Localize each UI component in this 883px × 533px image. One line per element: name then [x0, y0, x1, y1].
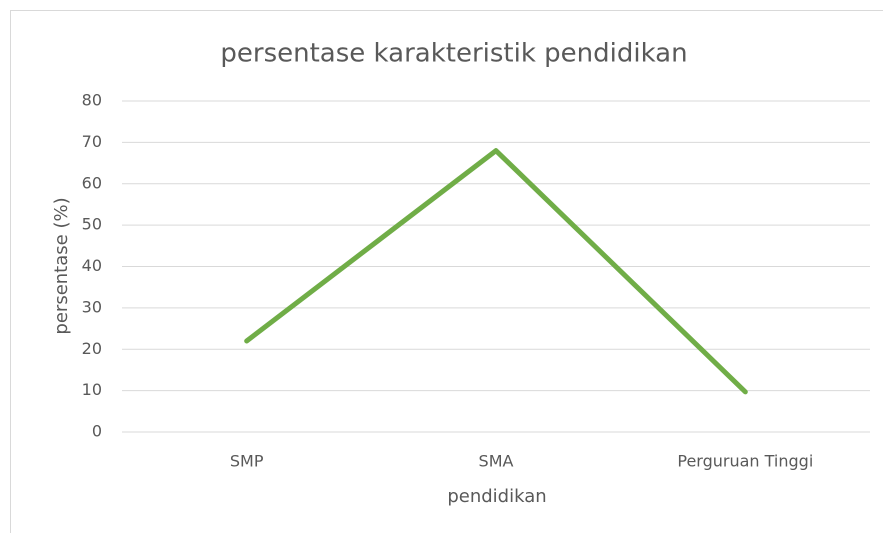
x-tick-label: SMA	[479, 452, 514, 471]
y-tick-label: 80	[82, 91, 102, 110]
x-axis-label: pendidikan	[447, 486, 546, 507]
data-line	[244, 148, 748, 395]
y-tick-label: 50	[82, 215, 102, 234]
y-tick-label: 10	[82, 380, 102, 399]
y-tick-label: 40	[82, 256, 102, 275]
chart-border	[10, 10, 883, 533]
y-tick-label: 20	[82, 339, 102, 358]
chart-title: persentase karakteristik pendidikan	[220, 39, 687, 69]
y-tick-label: 60	[82, 173, 102, 192]
x-tick-label: Perguruan Tinggi	[677, 452, 813, 471]
y-axis-label: persentase (%)	[51, 197, 72, 334]
y-tick-label: 30	[82, 297, 102, 316]
y-tick-label: 0	[92, 422, 102, 441]
y-tick-label: 70	[82, 132, 102, 151]
x-tick-label: SMP	[230, 452, 264, 471]
